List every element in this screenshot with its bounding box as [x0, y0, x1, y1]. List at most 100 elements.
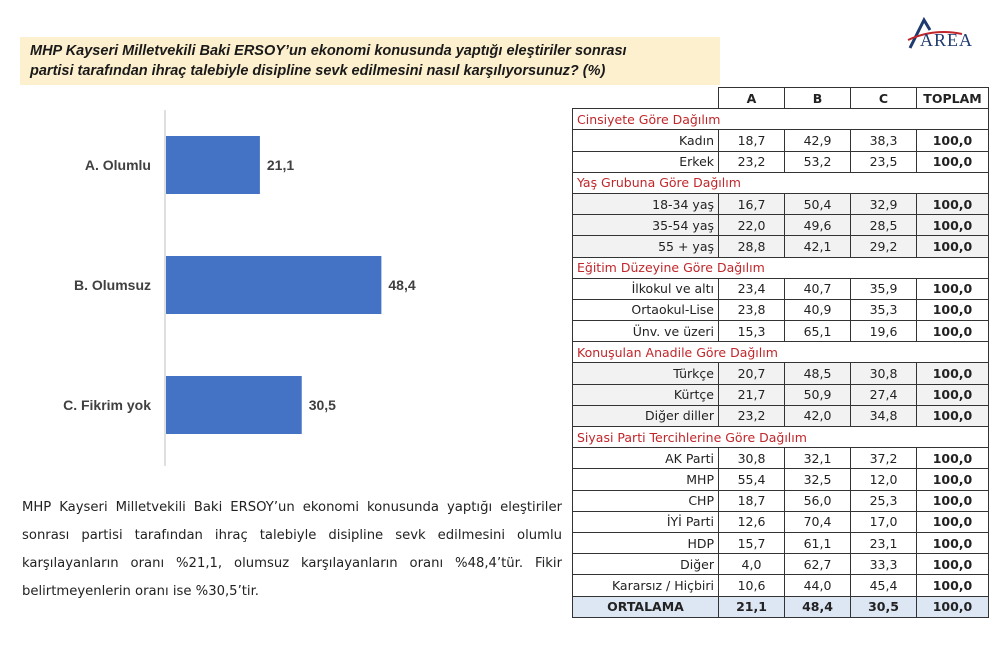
cell-c: 28,5	[850, 214, 917, 237]
row-label: Kürtçe	[572, 383, 719, 406]
bar	[166, 256, 382, 314]
table-section-row: Konuşulan Anadile Göre Dağılım	[572, 341, 989, 364]
distribution-table: A B C TOPLAM Cinsiyete Göre Dağılım Kadın…	[572, 86, 989, 618]
cell-b: 32,1	[784, 447, 851, 470]
cell-total: 100,0	[916, 553, 989, 576]
category-label: C. Fikrim yok	[63, 397, 151, 413]
table-section-row: Siyasi Parti Tercihlerine Göre Dağılım	[572, 425, 989, 449]
column-header-b: B	[784, 86, 851, 110]
cell-b: 44,0	[784, 574, 851, 597]
cell-c: 17,0	[850, 510, 917, 533]
average-a: 21,1	[718, 595, 785, 618]
table-section-row: Eğitim Düzeyine Göre Dağılım	[572, 256, 989, 279]
table-section-row: Yaş Grubuna Göre Dağılım	[572, 171, 989, 194]
table-row: Kararsız / Hiçbiri 10,6 44,0 45,4 100,0	[572, 574, 989, 597]
cell-c: 32,9	[850, 192, 917, 216]
row-label: İYİ Parti	[572, 510, 719, 533]
row-label: Ortaokul-Lise	[572, 298, 719, 322]
cell-a: 18,7	[718, 489, 785, 512]
cell-total: 100,0	[916, 468, 989, 491]
section-title: Eğitim Düzeyine Göre Dağılım	[572, 256, 989, 279]
table-row: Ünv. ve üzeri 15,3 65,1 19,6 100,0	[572, 320, 989, 343]
column-header-total: TOPLAM	[916, 86, 989, 110]
row-label: AK Parti	[572, 447, 719, 470]
question-line-2: partisi tarafından ihraç talebiyle disip…	[30, 63, 606, 79]
bar-chart: A. Olumlu 21,1 B. Olumsuz 48,4 C. Fikrim yok…	[63, 110, 416, 466]
cell-b: 53,2	[784, 150, 851, 173]
average-label: ORTALAMA	[572, 595, 719, 618]
cell-b: 48,5	[784, 362, 851, 385]
cell-total: 100,0	[916, 298, 989, 322]
cell-total: 100,0	[916, 510, 989, 533]
row-label: 18-34 yaş	[572, 192, 719, 216]
row-label: Kararsız / Hiçbiri	[572, 574, 719, 597]
cell-a: 22,0	[718, 214, 785, 237]
cell-c: 23,1	[850, 531, 917, 555]
table-row: 55 + yaş 28,8 42,1 29,2 100,0	[572, 235, 989, 258]
section-title: Konuşulan Anadile Göre Dağılım	[572, 341, 989, 364]
cell-total: 100,0	[916, 214, 989, 237]
table-row: 35-54 yaş 22,0 49,6 28,5 100,0	[572, 214, 989, 237]
table-row: CHP 18,7 56,0 25,3 100,0	[572, 489, 989, 512]
cell-c: 35,9	[850, 277, 917, 300]
cell-a: 23,8	[718, 298, 785, 322]
cell-b: 61,1	[784, 531, 851, 555]
cell-total: 100,0	[916, 404, 989, 428]
cell-b: 42,0	[784, 404, 851, 428]
table-section-row: Cinsiyete Göre Dağılım	[572, 108, 989, 131]
row-label: Ünv. ve üzeri	[572, 320, 719, 343]
question-banner: MHP Kayseri Milletvekili Baki ERSOY’un e…	[20, 37, 720, 85]
cell-c: 35,3	[850, 298, 917, 322]
row-label: İlkokul ve altı	[572, 277, 719, 300]
cell-b: 56,0	[784, 489, 851, 512]
area-logo-icon	[907, 16, 963, 49]
cell-c: 34,8	[850, 404, 917, 428]
table-row: AK Parti 30,8 32,1 37,2 100,0	[572, 447, 989, 470]
question-line-1: MHP Kayseri Milletvekili Baki ERSOY’un e…	[30, 43, 627, 59]
category-label: A. Olumlu	[85, 157, 151, 173]
cell-c: 12,0	[850, 468, 917, 491]
cell-total: 100,0	[916, 574, 989, 597]
cell-b: 32,5	[784, 468, 851, 491]
row-label: Türkçe	[572, 362, 719, 385]
section-title: Siyasi Parti Tercihlerine Göre Dağılım	[572, 425, 989, 449]
cell-b: 50,4	[784, 192, 851, 216]
table-row: Kürtçe 21,7 50,9 27,4 100,0	[572, 383, 989, 406]
cell-total: 100,0	[916, 489, 989, 512]
table-row: Erkek 23,2 53,2 23,5 100,0	[572, 150, 989, 173]
cell-a: 28,8	[718, 235, 785, 258]
average-b: 48,4	[784, 595, 851, 618]
cell-b: 40,7	[784, 277, 851, 300]
average-row: ORTALAMA 21,1 48,4 30,5 100,0	[572, 595, 989, 618]
cell-total: 100,0	[916, 192, 989, 216]
cell-c: 29,2	[850, 235, 917, 258]
cell-c: 45,4	[850, 574, 917, 597]
cell-a: 4,0	[718, 553, 785, 576]
cell-a: 15,7	[718, 531, 785, 555]
cell-c: 33,3	[850, 553, 917, 576]
cell-b: 50,9	[784, 383, 851, 406]
header-blank-cell	[572, 87, 719, 110]
row-label: Kadın	[572, 129, 719, 152]
cell-c: 23,5	[850, 150, 917, 173]
cell-a: 30,8	[718, 447, 785, 470]
cell-total: 100,0	[916, 320, 989, 343]
cell-a: 18,7	[718, 129, 785, 152]
average-c: 30,5	[850, 595, 917, 618]
column-header-a: A	[718, 86, 785, 110]
cell-b: 49,6	[784, 214, 851, 237]
table-row: Diğer 4,0 62,7 33,3 100,0	[572, 553, 989, 576]
table-row: Ortaokul-Lise 23,8 40,9 35,3 100,0	[572, 298, 989, 322]
table-row: 18-34 yaş 16,7 50,4 32,9 100,0	[572, 192, 989, 216]
cell-a: 20,7	[718, 362, 785, 385]
cell-total: 100,0	[916, 447, 989, 470]
table-header-row: A B C TOPLAM	[572, 86, 989, 110]
cell-total: 100,0	[916, 235, 989, 258]
row-label: Diğer diller	[572, 404, 719, 428]
summary-text: MHP Kayseri Milletvekili Baki ERSOY’un e…	[22, 500, 562, 599]
cell-a: 15,3	[718, 320, 785, 343]
cell-b: 65,1	[784, 320, 851, 343]
cell-c: 19,6	[850, 320, 917, 343]
cell-a: 23,2	[718, 150, 785, 173]
cell-total: 100,0	[916, 150, 989, 173]
